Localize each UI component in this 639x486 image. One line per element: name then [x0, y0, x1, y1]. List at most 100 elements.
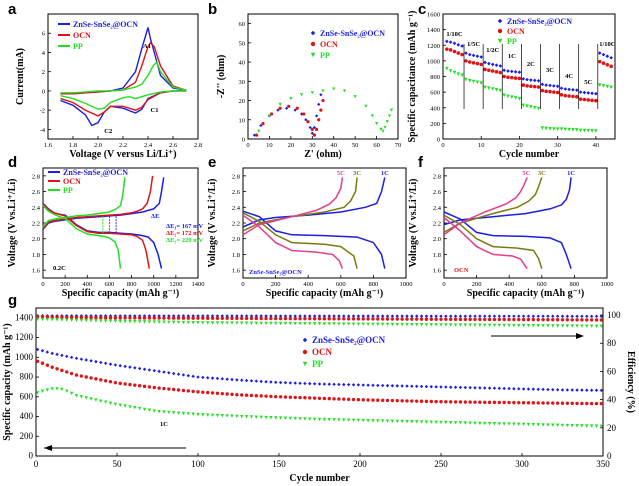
capacity-point	[424, 420, 429, 424]
efficiency-point	[274, 316, 278, 321]
efficiency-point	[99, 315, 103, 320]
efficiency-point	[575, 324, 579, 328]
x-tick-label: 30	[309, 142, 316, 149]
rate-curve	[242, 212, 358, 269]
y-axis-label: -Z'' (ohm)	[216, 55, 227, 99]
x-axis-label: Z' (ohm)	[304, 149, 342, 160]
efficiency-point	[69, 318, 74, 322]
efficiency-point	[551, 318, 555, 322]
rate-curve	[443, 177, 543, 234]
eis-point	[289, 97, 293, 101]
efficiency-point	[589, 318, 594, 322]
capacity-point	[395, 398, 399, 403]
capacity-point	[181, 373, 186, 377]
efficiency-point	[123, 319, 127, 324]
efficiency-point	[293, 321, 297, 326]
rate-point	[586, 128, 591, 133]
eis-point	[310, 91, 314, 95]
capacity-point	[108, 401, 113, 405]
efficiency-point	[264, 314, 268, 318]
efficiency-point	[531, 324, 536, 328]
rate-point	[448, 40, 453, 44]
capacity-point	[147, 368, 152, 372]
eis-point	[321, 89, 325, 93]
y-axis-label: Specific capacity (mAh g⁻¹)	[2, 323, 13, 440]
rate-point	[578, 90, 583, 94]
capacity-point	[196, 375, 200, 379]
efficiency-point	[65, 318, 69, 322]
efficiency-point	[546, 324, 550, 328]
y-tick-label: 1000	[15, 352, 34, 362]
capacity-point	[575, 388, 579, 392]
capacity-point	[449, 420, 453, 425]
rate-label: 1/10C	[599, 41, 616, 48]
efficiency-point	[492, 323, 497, 328]
efficiency-point	[507, 323, 511, 328]
efficiency-point	[45, 317, 50, 322]
capacity-point	[351, 383, 356, 387]
efficiency-point	[230, 316, 234, 321]
capacity-point	[152, 409, 156, 413]
rate-point	[464, 77, 468, 82]
efficiency-point	[269, 314, 273, 318]
capacity-point	[288, 381, 293, 385]
x-tick-label: 1000	[147, 281, 160, 288]
efficiency-point	[444, 323, 448, 327]
capacity-point	[560, 388, 565, 392]
efficiency-point	[380, 317, 385, 321]
capacity-point	[555, 423, 560, 427]
y-tick-label: 800	[430, 74, 440, 81]
efficiency-point	[395, 322, 399, 327]
cv-curve	[60, 60, 187, 110]
capacity-point	[278, 416, 283, 420]
eis-point	[304, 118, 308, 122]
eis-point	[276, 108, 280, 112]
capacity-point	[264, 380, 268, 384]
efficiency-point	[463, 317, 467, 322]
rate-point	[586, 91, 591, 95]
x-tick-label: 30	[554, 142, 561, 149]
capacity-point	[123, 382, 127, 386]
efficiency-point	[502, 317, 506, 322]
capacity-point	[376, 398, 380, 402]
y-tick-label: 1000	[427, 58, 440, 65]
capacity-point	[376, 419, 380, 423]
capacity-point	[167, 410, 171, 415]
y-tick-label: 2.6	[32, 189, 41, 196]
capacity-point	[366, 383, 370, 387]
capacity-point	[410, 399, 414, 403]
rate-label: 4C	[565, 73, 573, 80]
capacity-point	[468, 421, 472, 425]
capacity-point	[483, 386, 487, 390]
efficiency-point	[390, 322, 395, 327]
rate-point	[471, 79, 476, 84]
rate-point	[597, 51, 602, 55]
capacity-point	[390, 398, 395, 403]
capacity-point	[74, 394, 79, 398]
capacity-point	[303, 381, 307, 386]
capacity-point	[196, 412, 200, 417]
rate-point	[498, 70, 503, 75]
capacity-point	[502, 400, 506, 405]
charge-discharge-curve	[42, 177, 165, 230]
efficiency-point	[526, 323, 531, 328]
efficiency-point	[512, 314, 516, 318]
capacity-point	[327, 382, 331, 386]
efficiency-point	[244, 321, 249, 325]
capacity-point	[385, 419, 390, 423]
rate-label: 1/10C	[446, 31, 463, 38]
capacity-point	[356, 398, 361, 402]
capacity-point	[517, 387, 521, 391]
efficiency-point	[366, 314, 370, 318]
efficiency-point	[181, 316, 186, 320]
capacity-point	[103, 379, 108, 383]
efficiency-point	[342, 317, 346, 321]
efficiency-point	[249, 314, 254, 318]
capacity-point	[342, 382, 346, 387]
plot-frame-a	[47, 13, 199, 140]
efficiency-point	[264, 321, 268, 326]
eis-point	[302, 112, 306, 116]
x-tick-label: 2.6	[169, 142, 178, 149]
efficiency-point	[517, 323, 521, 328]
capacity-point	[322, 382, 327, 386]
